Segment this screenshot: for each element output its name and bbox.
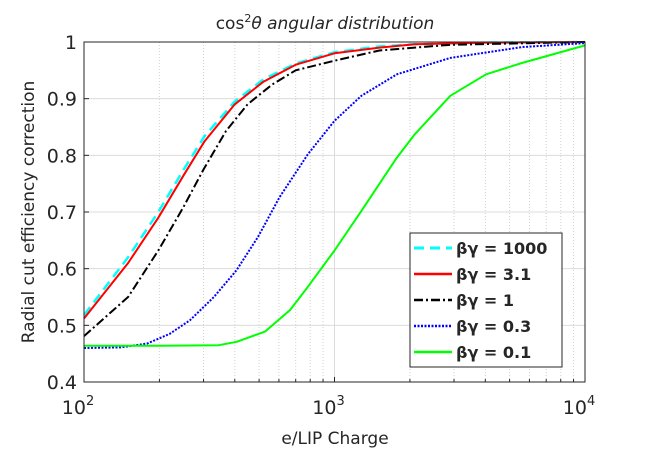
chart-title: cos2θ angular distribution [216,12,435,34]
y-tick-label: 0.4 [47,372,77,394]
axis-ticks: 102 103 104 0.4 0.5 0.6 0.7 0.8 0.9 1 [47,32,595,419]
series-line-1 [83,41,586,320]
legend-label: βγ = 0.1 [456,343,531,362]
series-lines [83,40,586,349]
legend-label: βγ = 1000 [456,239,547,258]
x-tick-label: 103 [312,394,344,419]
series-line-4 [84,44,586,347]
y-tick-label: 0.6 [47,259,77,281]
legend: βγ = 1000 βγ = 3.1 βγ = 1 βγ = 0.3 βγ = 0.1 [409,232,563,368]
x-axis-label: e/LIP Charge [281,429,388,449]
x-tick-label: 102 [62,394,94,419]
y-tick-label: 0.8 [47,145,77,167]
y-tick-label: 1 [65,32,77,54]
legend-label: βγ = 3.1 [456,265,531,284]
y-tick-label: 0.7 [47,202,77,224]
series-line-3 [83,42,586,349]
y-tick-label: 0.5 [47,315,77,337]
y-tick-label: 0.9 [47,89,77,111]
y-axis-label: Radial cut efficiency correction [19,81,39,344]
legend-label: βγ = 1 [456,291,514,310]
x-tick-label: 104 [563,394,595,419]
series-line-2 [83,41,586,337]
legend-label: βγ = 0.3 [456,317,531,336]
